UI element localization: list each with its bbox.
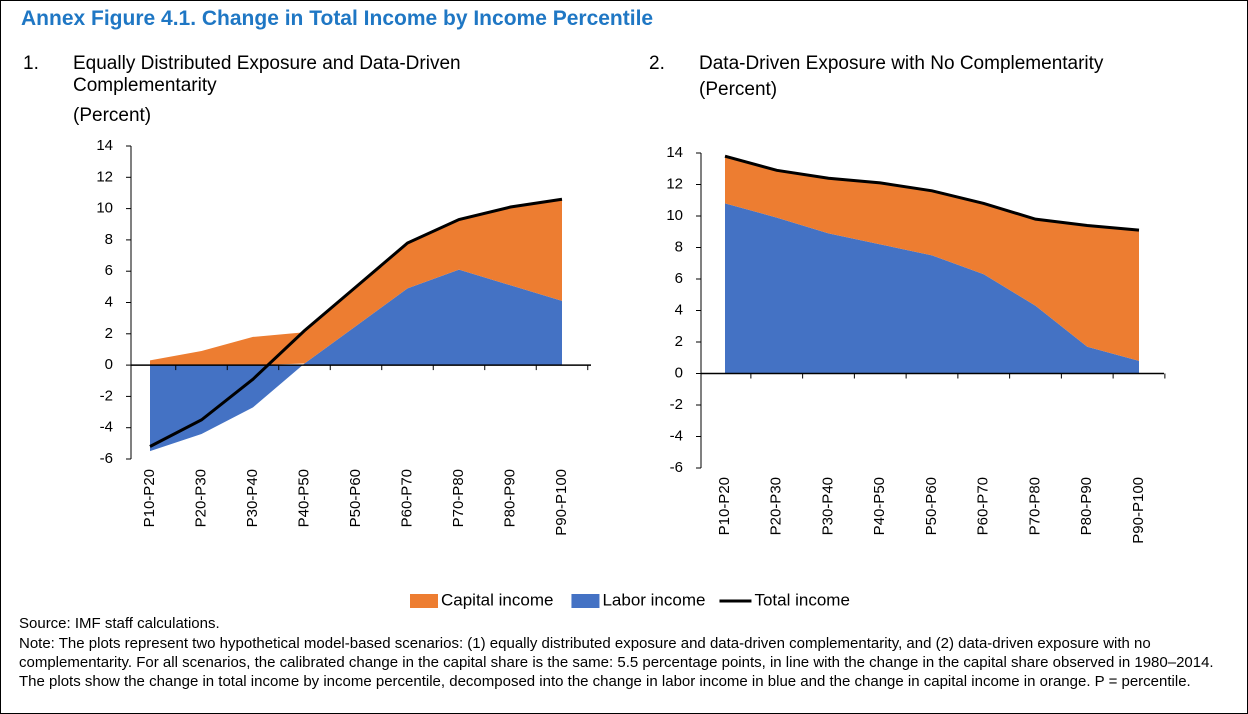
- panel-number: 2.: [649, 53, 665, 74]
- y-tick-label: 14: [666, 144, 683, 161]
- panel-title: Data-Driven Exposure with No Complementa…: [699, 53, 1104, 74]
- line: [724, 154, 1140, 232]
- legend-swatch: [410, 594, 438, 608]
- x-tick-label: P90-P100: [553, 469, 570, 536]
- x-tick-label: P20-P30: [768, 477, 785, 535]
- charts: -6 -4 -2 0 2 4 6 8 10 12 14 P10-P20 P20-P30 P30-P40 P4…: [96, 137, 1166, 609]
- x-tick-label: P50-P60: [923, 477, 940, 535]
- y-tick-label: 4: [105, 293, 113, 310]
- y-tick-label: 4: [675, 301, 683, 318]
- y-tick-label: 8: [675, 238, 683, 255]
- x-tick-label: P60-P70: [398, 469, 415, 527]
- x-tick-label: P10-P20: [716, 477, 733, 535]
- legend-label: Total income: [754, 590, 849, 609]
- y-tick-label: -4: [100, 419, 113, 436]
- y-tick-label: 10: [96, 200, 113, 217]
- legend-label: Labor income: [602, 590, 705, 609]
- y-tick-label: 2: [105, 325, 113, 342]
- y-tick-label: -2: [100, 387, 113, 404]
- y-tick-label: 10: [666, 207, 683, 224]
- y-tick-label: 0: [675, 364, 683, 381]
- line: [149, 197, 563, 448]
- x-tick-label: P40-P50: [295, 469, 312, 527]
- area: [725, 156, 1139, 361]
- legend-swatch: [571, 594, 600, 608]
- panel-title: Equally Distributed Exposure and Data-Dr…: [73, 53, 461, 96]
- y-tick-label: -4: [670, 427, 683, 444]
- y-tick-label: -6: [100, 450, 113, 467]
- y-tick-label: 8: [105, 231, 113, 248]
- x-tick-label: P80-P90: [1078, 477, 1095, 535]
- y-tick-label: 6: [105, 262, 113, 279]
- source: Source: IMF staff calculations.: [19, 615, 220, 632]
- x-tick-label: P10-P20: [141, 469, 158, 527]
- y-tick-label: 12: [666, 175, 683, 192]
- x-tick-label: P20-P30: [192, 469, 209, 527]
- x-tick-label: P60-P70: [975, 477, 992, 535]
- note: Note: The plots represent two hypothetic…: [19, 635, 1214, 690]
- figure-title: Annex Figure 4.1. Change in Total Income…: [21, 7, 654, 30]
- x-tick-label: P70-P80: [1026, 477, 1043, 535]
- x-tick-label: P90-P100: [1130, 477, 1147, 544]
- y-tick-label: 12: [96, 168, 113, 185]
- x-tick-label: P30-P40: [819, 477, 836, 535]
- area: [725, 203, 1139, 374]
- x-tick-label: P70-P80: [450, 469, 467, 527]
- area: [150, 269, 562, 452]
- y-tick-label: 6: [675, 270, 683, 287]
- x-tick-label: P50-P60: [347, 469, 364, 527]
- x-tick-label: P30-P40: [244, 469, 261, 527]
- y-tick-label: -2: [670, 396, 683, 413]
- panel-subtitle: (Percent): [73, 105, 152, 126]
- y-tick-label: 0: [105, 356, 113, 373]
- panel-number: 1.: [23, 53, 39, 74]
- y-tick-label: 2: [675, 333, 683, 350]
- panel-subtitle: (Percent): [699, 79, 778, 100]
- y-tick-label: 14: [96, 137, 113, 154]
- legend-label: Capital income: [441, 590, 553, 609]
- x-tick-label: P80-P90: [501, 469, 518, 527]
- y-tick-label: -6: [670, 459, 683, 476]
- x-tick-label: P40-P50: [871, 477, 888, 535]
- area: [150, 199, 562, 366]
